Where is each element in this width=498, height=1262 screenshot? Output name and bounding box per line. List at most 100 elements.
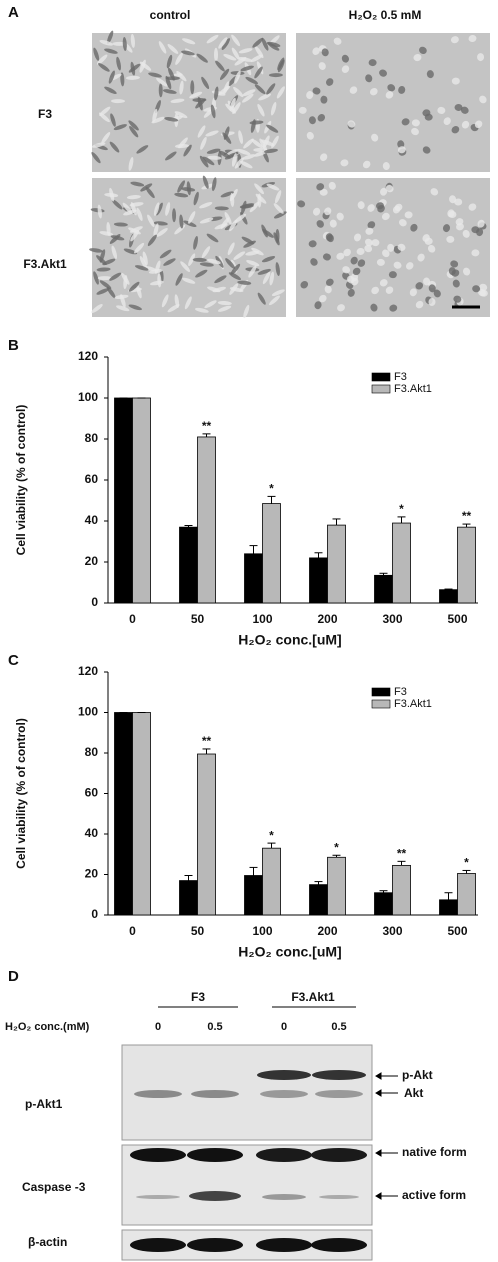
bar [244,875,263,916]
cell [430,188,439,196]
cell [314,301,322,310]
lane-label: 0.5 [331,1021,346,1033]
x-tick-label: 100 [252,924,272,938]
cell [468,203,477,211]
cell [266,83,276,95]
cell [262,229,274,238]
cell [126,195,141,200]
bar [374,574,393,604]
cell [415,300,424,309]
cell [385,91,394,99]
cell [182,38,196,45]
cell [130,181,145,187]
cell [224,152,238,160]
cell [207,286,221,293]
error-bar [397,516,406,524]
cell [266,183,280,191]
cell [479,95,487,104]
cell [328,181,336,190]
legend-swatch [371,699,391,709]
cell [389,304,398,312]
cell [181,187,196,192]
cell [196,53,208,63]
cell [183,220,197,228]
cell [437,106,446,114]
x-tick-label: 50 [191,612,205,626]
error-bar [267,495,276,504]
cell [316,183,325,191]
cell [381,212,390,221]
cell [243,138,254,149]
cell [320,95,328,104]
cell [109,187,115,202]
cell [184,296,192,310]
cell [357,259,366,267]
cell [136,145,149,154]
cell [370,87,378,96]
cell [257,292,266,305]
cell [422,109,431,117]
cell [476,228,484,237]
cell [129,126,139,138]
cell [319,188,328,196]
cell [214,275,227,284]
cell [243,240,256,248]
cell [333,37,342,45]
cell [471,249,480,257]
cell [341,54,349,63]
cell [455,218,464,226]
cell [152,108,158,123]
condition-label: H₂O₂ conc.(mM) [5,1021,90,1033]
cell [451,77,460,85]
cell [176,70,187,82]
cell [217,300,232,306]
bar [244,553,263,604]
cell [415,282,424,290]
cell [380,187,388,196]
cell [453,295,462,303]
x-tick-label: 500 [447,612,467,626]
cell [110,235,125,241]
error-bar [184,875,193,881]
cell [273,232,280,246]
bar [262,847,281,916]
cell [158,41,167,54]
bar [132,712,151,916]
cell [116,56,121,71]
cell [214,47,219,62]
cell [266,124,279,133]
cell [419,46,427,55]
cell [343,248,351,257]
cell [91,151,101,164]
cell [365,74,373,83]
cell [468,34,477,43]
cell [367,221,376,229]
cell [406,262,414,270]
cell [387,84,396,92]
cell [193,191,199,206]
cell [99,231,114,236]
legend-label: F3.Akt1 [394,698,432,710]
cell [442,224,451,233]
cell [231,47,240,60]
cell [477,53,485,62]
cell [443,117,451,126]
panel-label: A [8,4,19,21]
cell [365,227,374,235]
cell [234,57,247,66]
y-axis-label: Cell viability (% of control) [14,718,28,869]
cell [262,271,271,285]
bar [197,436,216,604]
bar [114,397,133,604]
y-axis-label: Cell viability (% of control) [14,405,28,556]
cell [220,217,230,229]
cell [153,223,159,238]
significance: ** [202,734,212,748]
cell [388,271,397,279]
cell [148,72,162,78]
cell [462,229,470,238]
cell [326,78,334,86]
cell [109,141,120,153]
cell [122,36,127,51]
cell [427,244,436,253]
